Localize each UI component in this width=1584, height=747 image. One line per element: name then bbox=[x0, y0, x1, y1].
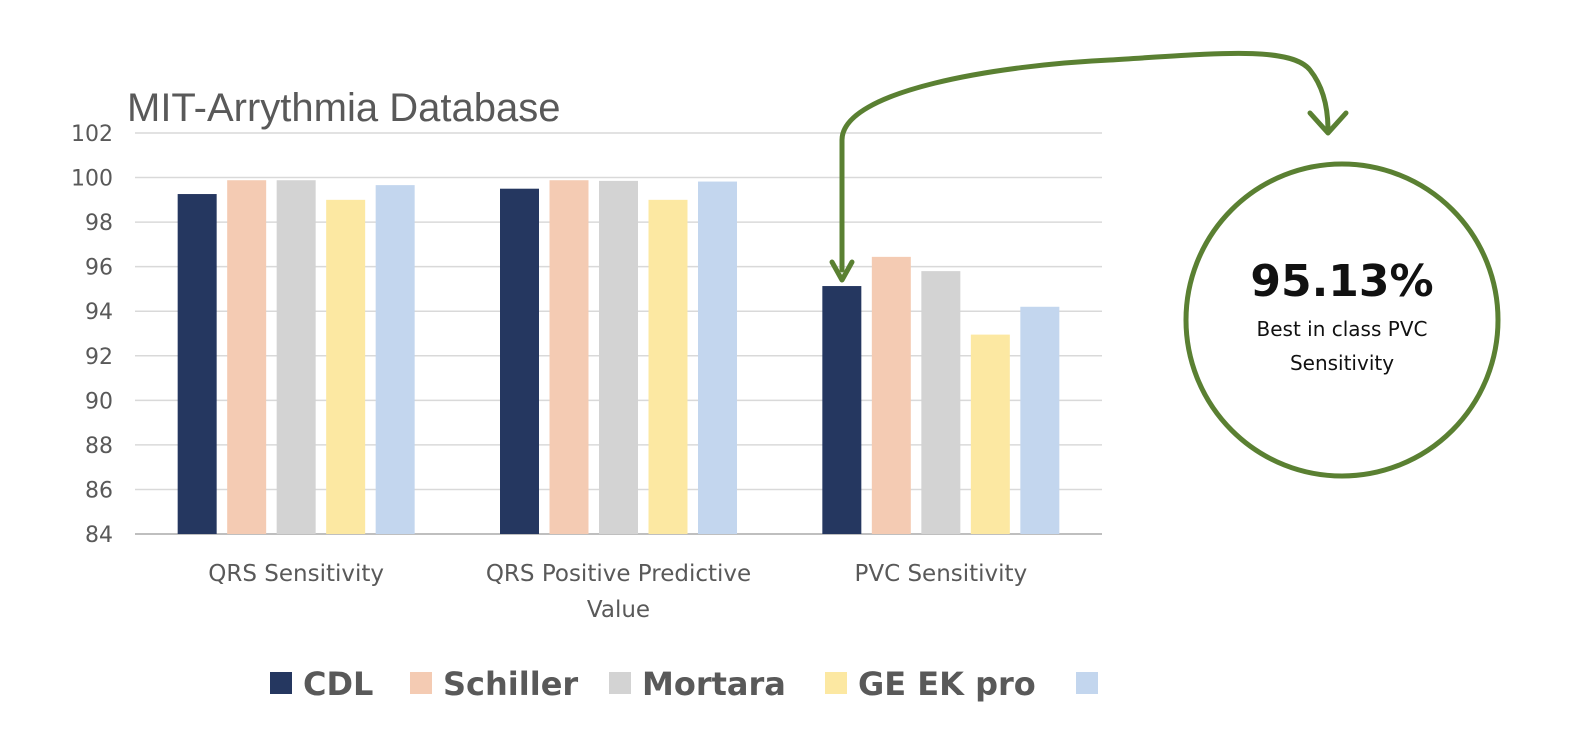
category-label: PVC Sensitivity bbox=[854, 561, 1027, 587]
legend: CDL Schiller Mortara GE EK pro bbox=[270, 665, 1098, 703]
category-label: QRS Sensitivity bbox=[208, 561, 384, 587]
bar-schiller-0 bbox=[227, 180, 267, 534]
legend-label: Mortara bbox=[642, 665, 786, 703]
callout-circle bbox=[1183, 161, 1501, 479]
legend-swatch bbox=[270, 672, 292, 694]
bar-mortara-1 bbox=[599, 180, 638, 534]
bar-ge-ek-pro-0 bbox=[326, 199, 366, 535]
annotation-arrow bbox=[839, 50, 1331, 273]
x-axis: QRS Sensitivity QRS Positive Predictive Va… bbox=[208, 561, 1027, 623]
category-label: Value bbox=[587, 597, 650, 623]
y-tick-label: 96 bbox=[85, 256, 113, 281]
callout-text-line-1: Best in class PVC bbox=[1257, 317, 1428, 341]
bar-series-5-0 bbox=[375, 185, 415, 534]
legend-swatch bbox=[410, 672, 432, 694]
callout-text-line-2: Sensitivity bbox=[1290, 351, 1394, 375]
y-tick-label: 90 bbox=[85, 389, 113, 414]
callout-value: 95.13% bbox=[1250, 256, 1433, 307]
legend-label: CDL bbox=[303, 665, 373, 703]
y-tick-label: 100 bbox=[71, 167, 113, 192]
category-label: QRS Positive Predictive bbox=[486, 561, 751, 587]
bar-ge-ek-pro-2 bbox=[970, 334, 1010, 534]
annotation-arrowhead-circle bbox=[1307, 110, 1349, 136]
legend-swatch bbox=[825, 672, 847, 694]
y-axis: 84 86 88 90 92 94 96 98 100 102 bbox=[71, 122, 113, 548]
legend-label: Schiller bbox=[443, 665, 578, 703]
bar-series-5-2 bbox=[1020, 306, 1060, 534]
bar-mortara-2 bbox=[921, 271, 961, 534]
bar-schiller-2 bbox=[871, 256, 911, 534]
bar-cdl-1 bbox=[500, 188, 539, 534]
y-tick-label: 102 bbox=[71, 122, 113, 147]
bar-series-5-1 bbox=[698, 181, 737, 534]
chart-title: MIT-Arrythmia Database bbox=[127, 86, 560, 130]
legend-swatch bbox=[609, 672, 631, 694]
y-tick-label: 94 bbox=[85, 300, 113, 325]
bar-cdl-2 bbox=[822, 286, 862, 534]
y-tick-label: 84 bbox=[85, 523, 113, 548]
y-tick-label: 92 bbox=[85, 345, 113, 370]
bar-cdl-0 bbox=[177, 194, 217, 534]
annotation-arrowhead-bars bbox=[829, 259, 855, 283]
y-tick-label: 86 bbox=[85, 478, 113, 503]
bars bbox=[177, 180, 1060, 535]
legend-label: GE EK pro bbox=[858, 665, 1036, 703]
bar-mortara-0 bbox=[276, 180, 316, 534]
bar-ge-ek-pro-1 bbox=[648, 199, 688, 535]
bar-schiller-1 bbox=[549, 180, 589, 534]
y-tick-label: 98 bbox=[85, 211, 113, 236]
legend-swatch bbox=[1076, 672, 1098, 694]
y-tick-label: 88 bbox=[85, 434, 113, 459]
